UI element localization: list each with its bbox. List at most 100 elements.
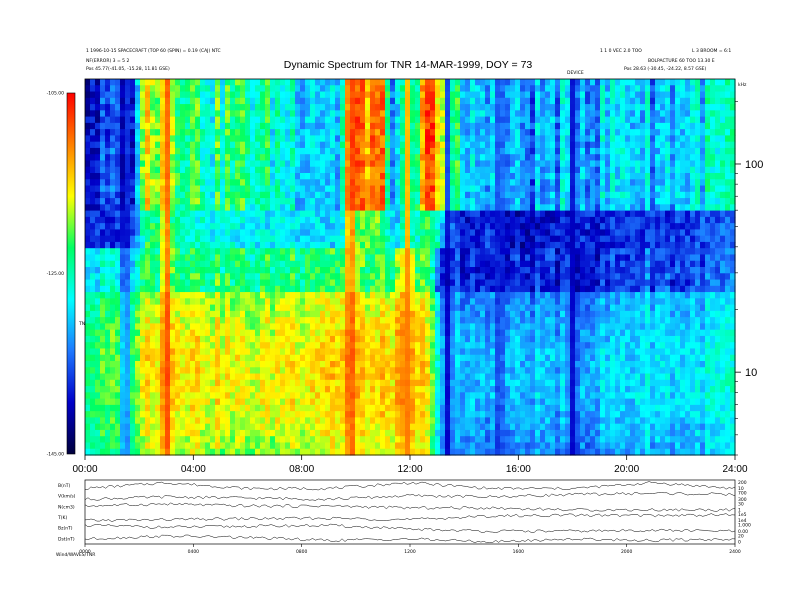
spectrogram-cell [480, 198, 486, 205]
spectrogram-cell [350, 304, 356, 312]
spectrogram-cell [235, 248, 241, 256]
spectrogram-cell [475, 185, 481, 193]
spectrogram-cell [245, 104, 251, 111]
spectrogram-cell [440, 85, 446, 93]
spectrogram-cell [165, 154, 171, 162]
spectrogram-cell [220, 166, 226, 174]
spectrogram-cell [215, 241, 221, 249]
spectrogram-cell [470, 298, 476, 306]
spectrogram-cell [460, 185, 466, 193]
spectrogram-cell [235, 104, 241, 111]
spectrogram-cell [350, 141, 356, 149]
spectrogram-cell [355, 329, 361, 337]
spectrogram-cell [390, 235, 396, 243]
spectrogram-cell [150, 185, 156, 193]
spectrogram-cell [160, 248, 166, 256]
spectrogram-cell [175, 404, 181, 412]
spectrogram-cell [115, 436, 121, 444]
spectrogram-cell [140, 235, 146, 243]
spectrogram-cell [400, 367, 406, 375]
spectrogram-cell [230, 204, 236, 212]
spectrogram-cell [415, 323, 421, 331]
spectrogram-cell [170, 317, 176, 324]
spectrogram-cell [210, 304, 216, 312]
spectrogram-cell [480, 185, 486, 193]
spectrogram-cell [230, 279, 236, 287]
spectrogram-cell [315, 248, 321, 256]
spectrogram-cell [290, 135, 296, 143]
spectrogram-cell [330, 292, 336, 299]
spectrogram-cell [495, 292, 501, 299]
spectrogram-cell [145, 335, 151, 343]
spectrogram-cell [385, 323, 391, 331]
spectrogram-cell [410, 429, 416, 437]
spectrogram-cell [140, 141, 146, 149]
spectrogram-cell [355, 85, 361, 93]
spectrogram-cell [420, 235, 426, 243]
spectrogram-cell [260, 229, 266, 237]
spectrogram-cell [140, 147, 146, 155]
spectrogram-cell [140, 335, 146, 343]
spectrogram-cell [445, 404, 451, 412]
spectrogram-cell [115, 147, 121, 155]
spectrogram-cell [135, 198, 141, 205]
spectrogram-cell [425, 398, 431, 406]
spectrogram-cell [115, 404, 121, 412]
spectrogram-cell [405, 179, 411, 187]
spectrogram-cell [220, 367, 226, 375]
spectrogram-cell [385, 135, 391, 143]
spectrogram-cell [315, 285, 321, 293]
spectrogram-cell [90, 216, 96, 224]
spectrogram-cell [340, 285, 346, 293]
spectrogram-cell [410, 342, 416, 350]
spectrogram-cell [390, 110, 396, 118]
spectrogram-cell [180, 204, 186, 212]
spectrogram-cell [150, 310, 156, 318]
spectrogram-cell [335, 223, 341, 230]
spectrogram-cell [485, 254, 491, 262]
spectrogram-cell [140, 173, 146, 180]
spectrogram-cell [460, 279, 466, 287]
spectrogram-cell [310, 348, 316, 356]
spectrogram-cell [330, 442, 336, 450]
spectrogram-cell [110, 342, 116, 350]
spectrogram-cell [465, 298, 471, 306]
spectrogram-cell [250, 104, 256, 111]
spectrogram-cell [200, 436, 206, 444]
spectrogram-cell [390, 141, 396, 149]
spectrogram-cell [175, 185, 181, 193]
spectrogram-cell [200, 292, 206, 299]
spectrogram-cell [405, 154, 411, 162]
spectrogram-cell [90, 285, 96, 293]
spectrogram-cell [415, 160, 421, 168]
spectrogram-cell [285, 254, 291, 262]
spectrogram-cell [475, 154, 481, 162]
spectrogram-cell [235, 310, 241, 318]
spectrogram-cell [105, 254, 111, 262]
spectrogram-cell [410, 166, 416, 174]
spectrogram-cell [190, 373, 196, 381]
spectrogram-cell [370, 204, 376, 212]
spectrogram-cell [325, 135, 331, 143]
spectrogram-cell [240, 342, 246, 350]
spectrogram-cell [215, 354, 221, 362]
spectrogram-cell [110, 392, 116, 400]
spectrogram-cell [165, 442, 171, 450]
spectrogram-cell [440, 179, 446, 187]
spectrogram-cell [465, 310, 471, 318]
spectrogram-cell [165, 166, 171, 174]
spectrogram-cell [395, 436, 401, 444]
spectrogram-cell [420, 367, 426, 375]
spectrogram-cell [400, 273, 406, 281]
spectrogram-cell [190, 429, 196, 437]
spectrogram-cell [130, 154, 136, 162]
spectrogram-cell [370, 442, 376, 450]
spectrogram-cell [425, 160, 431, 168]
spectrogram-cell [450, 361, 456, 368]
spectrogram-cell [355, 210, 361, 218]
spectrogram-cell [460, 166, 466, 174]
spectrogram-cell [490, 204, 496, 212]
spectrogram-cell [155, 129, 161, 136]
spectrogram-cell [250, 448, 256, 456]
spectrogram-cell [275, 141, 281, 149]
